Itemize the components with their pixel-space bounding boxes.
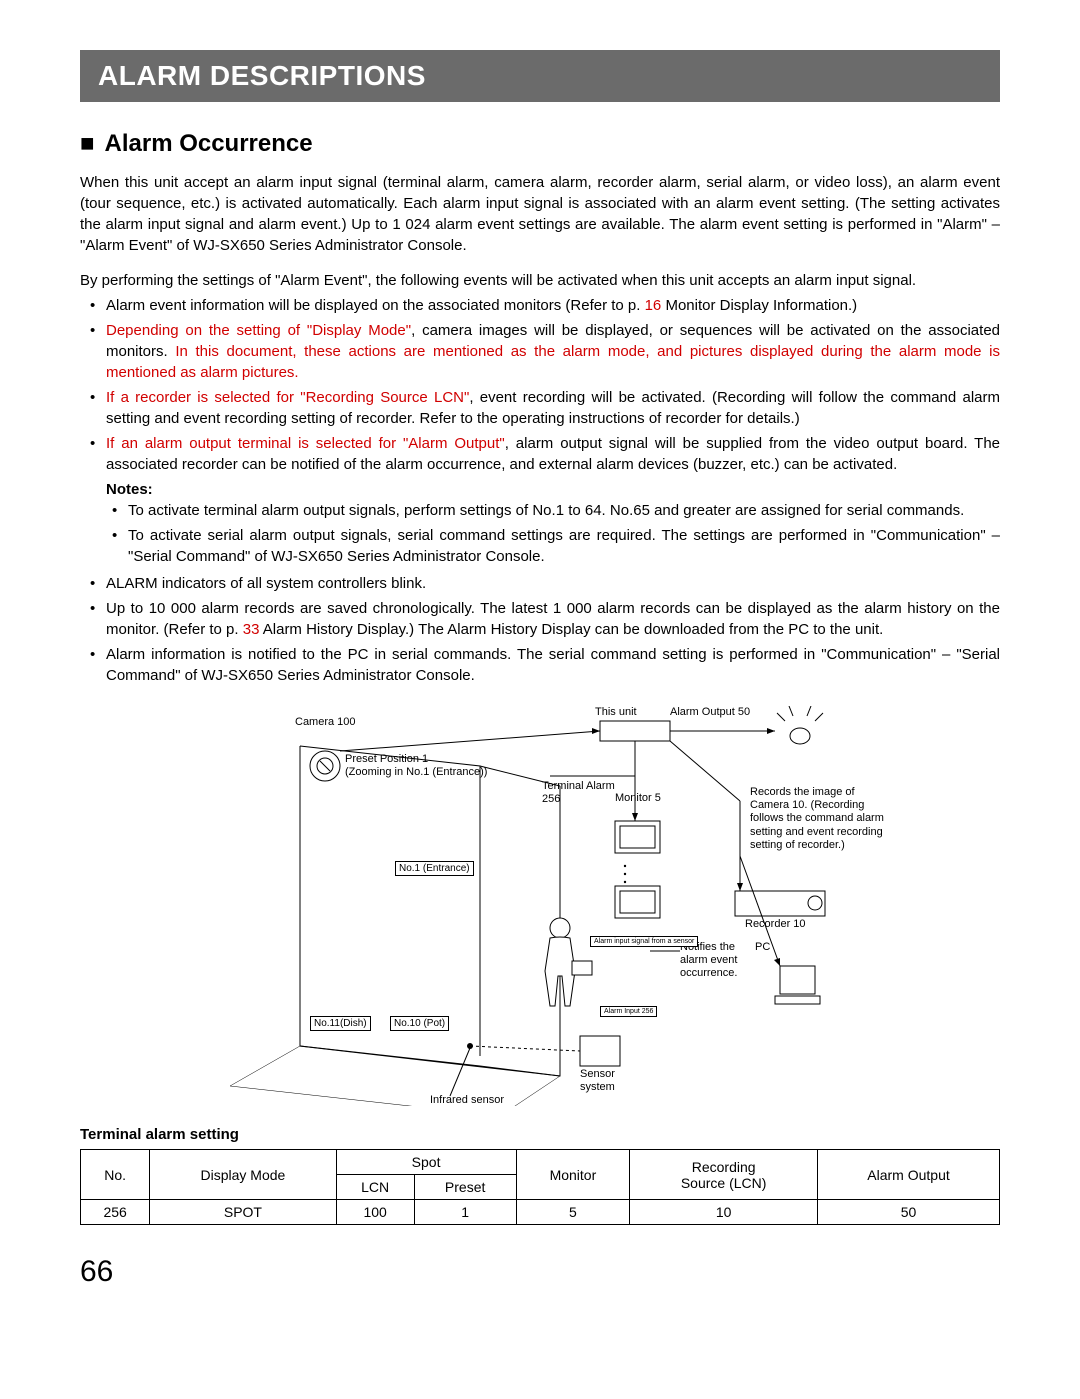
intro-paragraph-1: When this unit accept an alarm input sig… bbox=[80, 172, 1000, 256]
list-item: Alarm event information will be displaye… bbox=[106, 295, 1000, 316]
camera-label: Camera 100 bbox=[295, 716, 356, 729]
col-recording: Recording Source (LCN) bbox=[630, 1150, 818, 1200]
table-row: 256 SPOT 100 1 5 10 50 bbox=[81, 1200, 1000, 1225]
page-number: 66 bbox=[80, 1255, 1000, 1289]
no11-dish-box: No.11(Dish) bbox=[310, 1016, 371, 1031]
list-item: If a recorder is selected for "Recording… bbox=[106, 387, 1000, 429]
page-header-bar: ALARM DESCRIPTIONS bbox=[80, 50, 1000, 102]
pc-label: PC bbox=[755, 941, 770, 954]
col-lcn: LCN bbox=[336, 1175, 414, 1200]
col-alarm-output: Alarm Output bbox=[818, 1150, 1000, 1200]
recorder-label: Recorder 10 bbox=[745, 918, 806, 931]
table-title: Terminal alarm setting bbox=[80, 1126, 1000, 1143]
infrared-sensor-label: Infrared sensor bbox=[430, 1094, 504, 1107]
list-item: To activate terminal alarm output signal… bbox=[128, 500, 1000, 521]
list-text: Alarm History Display.) The Alarm Histor… bbox=[259, 621, 883, 638]
col-preset: Preset bbox=[414, 1175, 516, 1200]
list-item: If an alarm output terminal is selected … bbox=[106, 433, 1000, 475]
list-item: Alarm information is notified to the PC … bbox=[106, 644, 1000, 686]
terminal-alarm-label: Terminal Alarm 256 bbox=[542, 780, 615, 806]
col-display-mode: Display Mode bbox=[150, 1150, 336, 1200]
notes-list: To activate terminal alarm output signal… bbox=[80, 500, 1000, 567]
cell-monitor: 5 bbox=[516, 1200, 630, 1225]
system-diagram: Camera 100 Preset Position 1 (Zooming in… bbox=[180, 706, 900, 1106]
preset-label: Preset Position 1 (Zooming in No.1 (Entr… bbox=[345, 753, 487, 779]
col-spot: Spot bbox=[336, 1150, 516, 1175]
no10-pot-box: No.10 (Pot) bbox=[390, 1016, 449, 1031]
cell-preset: 1 bbox=[414, 1200, 516, 1225]
sensor-system-label: Sensor system bbox=[580, 1068, 615, 1094]
this-unit-label: This unit bbox=[595, 706, 637, 719]
alarm-output-label: Alarm Output 50 bbox=[670, 706, 750, 719]
section-heading: ■ Alarm Occurrence bbox=[80, 130, 1000, 158]
monitor5-label: Monitor 5 bbox=[615, 792, 661, 805]
cell-no: 256 bbox=[81, 1200, 150, 1225]
event-list-2: ALARM indicators of all system controlle… bbox=[80, 573, 1000, 686]
list-item: Up to 10 000 alarm records are saved chr… bbox=[106, 598, 1000, 640]
section-title: Alarm Occurrence bbox=[105, 130, 313, 158]
no1-entrance-box: No.1 (Entrance) bbox=[395, 861, 474, 876]
notes-label: Notes: bbox=[106, 481, 1000, 498]
recorder-text: Records the image of Camera 10. (Recordi… bbox=[750, 786, 890, 852]
col-monitor: Monitor bbox=[516, 1150, 630, 1200]
cell-recording: 10 bbox=[630, 1200, 818, 1225]
col-no: No. bbox=[81, 1150, 150, 1200]
list-item: Depending on the setting of "Display Mod… bbox=[106, 320, 1000, 383]
diagram-svg bbox=[180, 706, 900, 1106]
list-text: Monitor Display Information.) bbox=[661, 297, 857, 314]
list-text: Alarm event information will be displaye… bbox=[106, 297, 645, 314]
terminal-alarm-table: No. Display Mode Spot Monitor Recording … bbox=[80, 1149, 1000, 1225]
list-item: To activate serial alarm output signals,… bbox=[128, 525, 1000, 567]
alarm-input-sensor-box: Alarm input signal from a sensor bbox=[590, 936, 698, 947]
section-bullet: ■ bbox=[80, 130, 95, 158]
header-title: ALARM DESCRIPTIONS bbox=[98, 60, 426, 91]
intro-paragraph-2: By performing the settings of "Alarm Eve… bbox=[80, 270, 1000, 291]
cell-lcn: 100 bbox=[336, 1200, 414, 1225]
page-container: ALARM DESCRIPTIONS ■ Alarm Occurrence Wh… bbox=[0, 0, 1080, 1329]
list-item: ALARM indicators of all system controlle… bbox=[106, 573, 1000, 594]
event-list: Alarm event information will be displaye… bbox=[80, 295, 1000, 475]
cell-alarm-output: 50 bbox=[818, 1200, 1000, 1225]
alarm-input256-box: Alarm Input 256 bbox=[600, 1006, 657, 1017]
cell-display-mode: SPOT bbox=[150, 1200, 336, 1225]
table-header-row: No. Display Mode Spot Monitor Recording … bbox=[81, 1150, 1000, 1175]
